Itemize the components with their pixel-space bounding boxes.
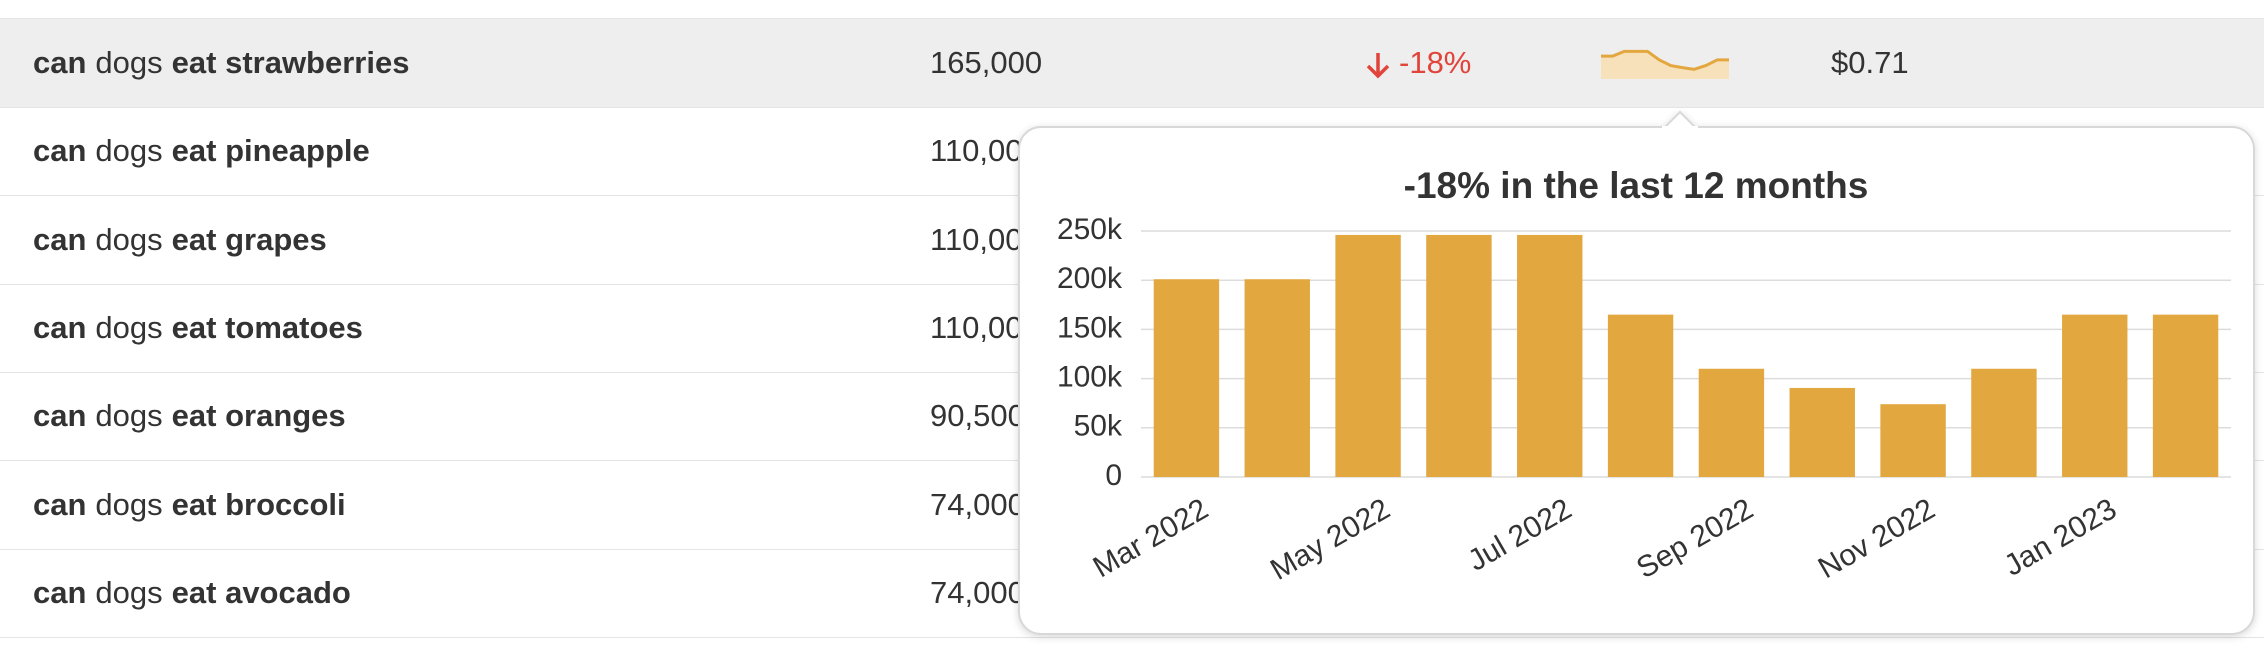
- keyword-part: can: [33, 221, 87, 257]
- keyword-part: dogs: [95, 486, 163, 522]
- bar: [1789, 387, 1855, 477]
- sparkline-line: [1601, 49, 1729, 71]
- keyword-row[interactable]: can dogs eat tomatoes 110,000: [0, 284, 2264, 373]
- search-volume: 74,000: [930, 486, 1025, 522]
- keyword: can dogs eat pineapple: [33, 107, 379, 195]
- y-tick-label: 250k: [1057, 213, 1123, 246]
- sparkline-area: [1601, 51, 1729, 79]
- keyword-part: dogs: [95, 45, 163, 80]
- keyword: can dogs eat grapes: [33, 196, 336, 284]
- bar: [1517, 234, 1583, 477]
- popup-arrow-mask: [1662, 126, 1698, 131]
- keyword-part: eat pineapple: [171, 133, 370, 169]
- trend-value: -18%: [1399, 45, 1472, 80]
- keyword-part: dogs: [95, 309, 163, 345]
- y-tick-label: 150k: [1057, 311, 1123, 344]
- keyword-part: can: [33, 45, 87, 80]
- keyword-part: dogs: [95, 221, 163, 257]
- y-tick-label: 50k: [1074, 410, 1123, 443]
- bar: [2152, 314, 2219, 477]
- search-volume: 165,000: [930, 45, 1043, 80]
- bar: [1426, 234, 1492, 477]
- down-arrow-icon: [1366, 52, 1390, 79]
- keyword-part: can: [33, 133, 87, 169]
- y-tick-label: 0: [1105, 459, 1122, 492]
- sparkline: [1601, 49, 1729, 79]
- chart-title: -18% in the last 12 months: [1404, 165, 1869, 206]
- cpc: $0.71: [1831, 45, 1909, 80]
- keyword-part: eat strawberries: [171, 45, 410, 80]
- keyword-part: dogs: [95, 398, 163, 434]
- bar: [1971, 368, 2037, 477]
- keyword: can dogs eat strawberries: [33, 19, 418, 107]
- search-volume: 74,000: [930, 574, 1025, 610]
- keyword: can dogs eat broccoli: [33, 461, 355, 549]
- keyword-part: eat avocado: [171, 574, 351, 610]
- bar: [1244, 279, 1310, 477]
- table-top-border: [0, 18, 2264, 19]
- bar: [1153, 279, 1220, 477]
- y-tick-label: 100k: [1057, 361, 1123, 394]
- bar: [1698, 368, 1765, 477]
- keyword: can dogs eat avocado: [33, 549, 360, 637]
- popup-arrow: [1661, 110, 1699, 129]
- arrow-shape: [1366, 52, 1390, 79]
- bar: [1335, 234, 1401, 477]
- keyword-part: dogs: [95, 133, 163, 169]
- keyword-part: eat tomatoes: [171, 309, 363, 345]
- keyword-part: can: [33, 398, 87, 434]
- keyword-part: can: [33, 574, 87, 610]
- keyword-part: can: [33, 309, 87, 345]
- keyword-row[interactable]: can dogs eat strawberries 165,000 -18% $0.71: [0, 19, 2264, 108]
- trend: -18%: [1365, 19, 1471, 107]
- y-tick-label: 200k: [1057, 262, 1123, 295]
- bar: [1607, 314, 1674, 477]
- keyword-part: eat broccoli: [171, 486, 346, 522]
- bar: [1880, 404, 1946, 477]
- keyword: can dogs eat oranges: [33, 372, 355, 460]
- keyword: can dogs eat tomatoes: [33, 284, 372, 372]
- search-volume: 90,500: [930, 398, 1025, 434]
- bar: [2062, 314, 2128, 477]
- keyword-part: can: [33, 486, 87, 522]
- keyword-part: eat oranges: [171, 398, 346, 434]
- keyword-part: dogs: [95, 574, 163, 610]
- keyword-row[interactable]: can dogs eat avocado 74,000: [0, 549, 2264, 638]
- keyword-part: eat grapes: [171, 221, 327, 257]
